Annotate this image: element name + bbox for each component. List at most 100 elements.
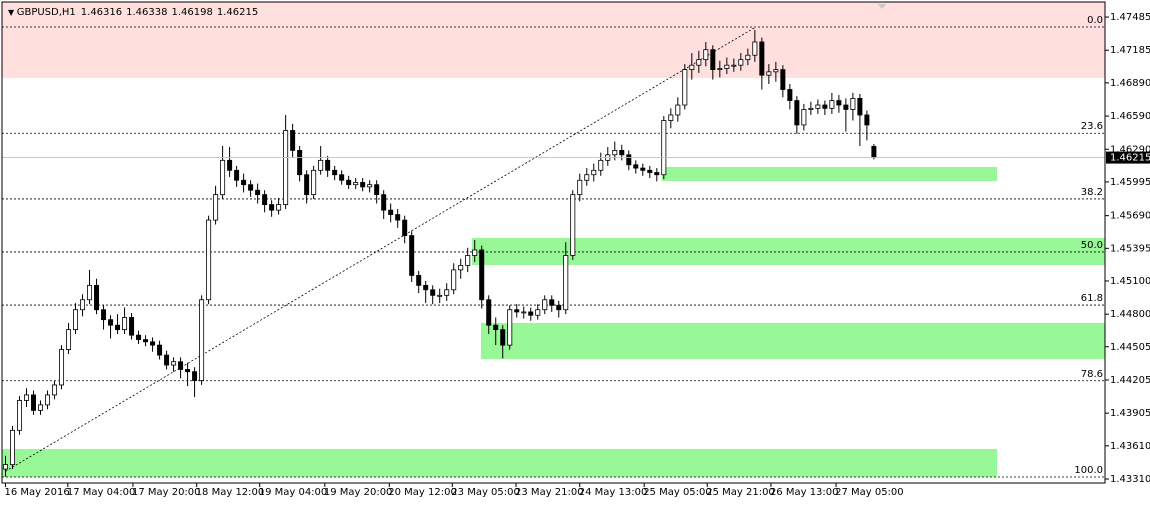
candle-body (269, 204, 275, 211)
candle-body (647, 169, 653, 173)
candle-body (780, 69, 786, 90)
candle-body (689, 64, 695, 71)
candle-body (304, 174, 310, 196)
candle-body (577, 179, 583, 196)
x-tick-label: 18 May 12:00 (196, 487, 265, 498)
candle-body (220, 159, 226, 196)
candle-body (843, 104, 849, 110)
candle-body (255, 189, 261, 196)
candle-body (451, 269, 457, 291)
price-label: 1.46215 (1110, 153, 1150, 164)
y-tick-label: 1.45690 (1110, 211, 1150, 222)
candle-body (570, 194, 576, 256)
candle-body (381, 194, 387, 211)
candle-body (409, 235, 415, 276)
zone (2, 449, 998, 478)
candle-body (437, 294, 443, 297)
x-tick-label: 20 May 12:00 (388, 487, 457, 498)
candle-body (801, 109, 807, 126)
candle-body (633, 164, 639, 169)
candle-body (241, 179, 247, 186)
candle-body (507, 309, 513, 346)
x-tick-label: 19 May 20:00 (324, 487, 393, 498)
x-tick-label: 23 May 21:00 (515, 487, 584, 498)
candle-body (759, 41, 765, 76)
candle-body (143, 339, 149, 343)
candle-body (500, 329, 506, 346)
y-tick-label: 1.44205 (1110, 375, 1150, 386)
candle-body (773, 69, 779, 73)
candle-body (17, 400, 23, 431)
candle-body (10, 429, 16, 466)
zone (481, 322, 1105, 360)
x-tick-label: 25 May 05:00 (643, 487, 712, 498)
y-tick-label: 1.46590 (1110, 111, 1150, 122)
y-tick-label: 1.44505 (1110, 342, 1150, 353)
candle-body (325, 159, 331, 171)
close: 1.46215 (217, 7, 258, 18)
candle-body (367, 184, 373, 188)
x-tick-label: 17 May 20:00 (132, 487, 201, 498)
x-tick-label: 16 May 2016 (5, 487, 70, 498)
candle-body (584, 174, 590, 181)
candle-body (52, 384, 58, 396)
x-tick-label: 27 May 05:00 (835, 487, 904, 498)
candle-body (353, 182, 359, 186)
candle-body (626, 154, 632, 166)
candle-body (857, 97, 863, 116)
candle-body (395, 214, 401, 221)
candle-body (738, 59, 744, 66)
zone (471, 238, 1105, 266)
candle-body (59, 349, 65, 386)
candle-body (549, 299, 555, 306)
fib-label: 23.6 (1081, 121, 1103, 132)
y-tick-label: 1.45395 (1110, 243, 1150, 254)
high: 1.46338 (126, 7, 167, 18)
candle-body (836, 100, 842, 106)
candle-body (591, 169, 597, 176)
trend-line (5, 27, 756, 472)
candle-body (297, 149, 303, 176)
candle-body (94, 284, 100, 311)
candle-body (794, 100, 800, 126)
candle-body (346, 179, 352, 186)
candle-body (850, 97, 856, 110)
candle-body (815, 104, 821, 109)
candle-body (374, 184, 380, 196)
candle-body (752, 41, 758, 56)
candle-body (465, 255, 471, 266)
candle-body (227, 159, 233, 171)
candle-body (444, 289, 450, 296)
candle-body (486, 299, 492, 326)
candle-body (640, 167, 646, 171)
x-tick-label: 25 May 21:00 (706, 487, 775, 498)
y-tick-label: 1.45995 (1110, 177, 1150, 188)
candle-body (290, 130, 296, 151)
y-tick-label: 1.44800 (1110, 309, 1150, 320)
candle-body (332, 169, 338, 176)
candle-body (745, 54, 751, 61)
candle-body (164, 354, 170, 366)
candle-body (115, 324, 121, 331)
plot-frame (1, 1, 1106, 484)
candle-body (283, 130, 289, 206)
candle-body (542, 299, 548, 311)
shift-marker (878, 4, 886, 9)
candle-body (703, 49, 709, 61)
candle-body (136, 334, 142, 340)
candle-body (528, 311, 534, 316)
x-tick-label: 17 May 04:00 (67, 487, 136, 498)
symbol: GBPUSD,H1 (17, 7, 76, 18)
candle-body (598, 159, 604, 171)
candle-body (199, 299, 205, 381)
candle-body (192, 371, 198, 381)
candle-body (388, 209, 394, 215)
candle-body (871, 145, 877, 158)
y-tick-label: 1.47485 (1110, 12, 1150, 23)
candle-body (556, 304, 562, 311)
y-tick-label: 1.46290 (1110, 144, 1150, 155)
low: 1.46198 (172, 7, 213, 18)
zone (661, 166, 998, 182)
candle-body (80, 299, 86, 311)
